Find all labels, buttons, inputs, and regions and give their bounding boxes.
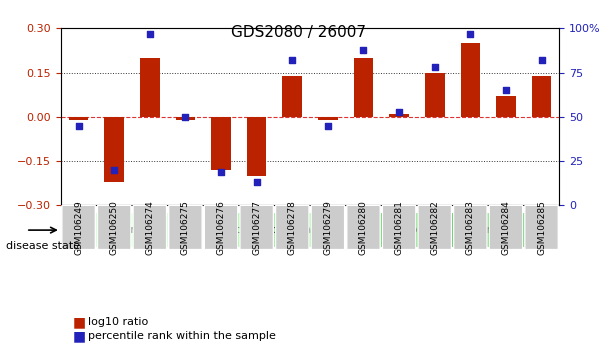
Text: GSM106280: GSM106280 xyxy=(359,200,368,255)
Text: GSM106274: GSM106274 xyxy=(145,200,154,255)
FancyBboxPatch shape xyxy=(311,205,345,250)
Bar xyxy=(105,117,124,182)
Bar xyxy=(460,43,480,117)
Bar xyxy=(69,117,88,120)
FancyBboxPatch shape xyxy=(133,205,167,250)
Bar xyxy=(318,117,337,120)
Bar xyxy=(176,117,195,120)
Text: late onset preeclampsia: late onset preeclampsia xyxy=(385,225,519,235)
Point xyxy=(288,57,297,63)
Bar xyxy=(247,117,266,176)
FancyBboxPatch shape xyxy=(168,205,202,250)
Text: GSM106277: GSM106277 xyxy=(252,200,261,255)
Text: disease state: disease state xyxy=(6,241,80,251)
Bar xyxy=(283,75,302,117)
Bar xyxy=(211,117,231,170)
Bar xyxy=(389,114,409,117)
Text: GSM106276: GSM106276 xyxy=(216,200,226,255)
Bar xyxy=(496,96,516,117)
Point xyxy=(537,57,547,63)
FancyBboxPatch shape xyxy=(61,212,203,248)
FancyBboxPatch shape xyxy=(418,205,452,250)
Bar xyxy=(354,58,373,117)
FancyBboxPatch shape xyxy=(346,212,559,248)
Text: GSM106284: GSM106284 xyxy=(502,200,511,255)
Text: ■: ■ xyxy=(73,315,86,329)
FancyBboxPatch shape xyxy=(454,205,487,250)
FancyBboxPatch shape xyxy=(382,205,416,250)
FancyBboxPatch shape xyxy=(489,205,523,250)
Text: GSM106281: GSM106281 xyxy=(395,200,404,255)
Point xyxy=(181,114,190,120)
Text: GSM106278: GSM106278 xyxy=(288,200,297,255)
Text: GDS2080 / 26007: GDS2080 / 26007 xyxy=(231,25,366,40)
FancyBboxPatch shape xyxy=(204,205,238,250)
Point xyxy=(394,109,404,114)
Point xyxy=(109,167,119,173)
Text: GSM106250: GSM106250 xyxy=(109,200,119,255)
Point xyxy=(323,123,333,129)
Bar xyxy=(532,75,551,117)
Text: GSM106285: GSM106285 xyxy=(537,200,546,255)
Text: GSM106283: GSM106283 xyxy=(466,200,475,255)
Point xyxy=(145,31,154,36)
Text: percentile rank within the sample: percentile rank within the sample xyxy=(88,331,276,341)
Point xyxy=(466,31,475,36)
Text: GSM106275: GSM106275 xyxy=(181,200,190,255)
FancyBboxPatch shape xyxy=(203,212,346,248)
Text: GSM106249: GSM106249 xyxy=(74,200,83,255)
Text: normal: normal xyxy=(112,225,151,235)
Text: early onset preeclampsia: early onset preeclampsia xyxy=(204,225,345,235)
Point xyxy=(359,47,368,52)
FancyBboxPatch shape xyxy=(275,205,309,250)
Text: log10 ratio: log10 ratio xyxy=(88,317,148,327)
Point xyxy=(216,169,226,175)
FancyBboxPatch shape xyxy=(62,205,95,250)
Text: GSM106279: GSM106279 xyxy=(323,200,333,255)
FancyBboxPatch shape xyxy=(240,205,274,250)
Point xyxy=(501,87,511,93)
Point xyxy=(252,179,261,185)
FancyBboxPatch shape xyxy=(97,205,131,250)
FancyBboxPatch shape xyxy=(347,205,380,250)
FancyBboxPatch shape xyxy=(525,205,558,250)
Point xyxy=(74,123,83,129)
Bar xyxy=(425,73,444,117)
Bar xyxy=(140,58,160,117)
Point xyxy=(430,64,440,70)
Text: GSM106282: GSM106282 xyxy=(430,200,439,255)
Text: ■: ■ xyxy=(73,329,86,343)
